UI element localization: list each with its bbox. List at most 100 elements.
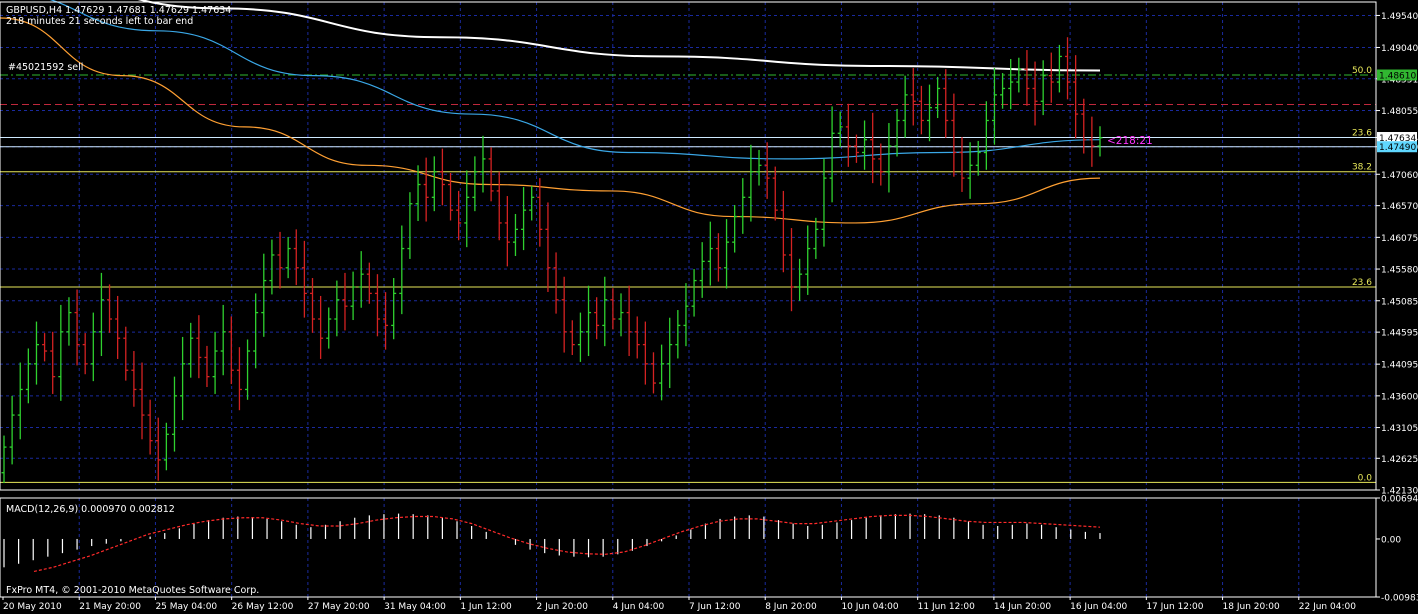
ohlc-bar <box>602 276 608 347</box>
ohlc-bar <box>1089 116 1095 167</box>
ohlc-bar <box>586 285 592 357</box>
price-tag <box>1377 132 1417 144</box>
ohlc-bar <box>748 144 754 222</box>
ohlc-bar <box>480 135 486 193</box>
order-label[interactable]: #45021592 sell <box>8 62 83 73</box>
ohlc-bar <box>155 417 161 481</box>
ohlc-bar <box>180 336 186 421</box>
ohlc-bar <box>780 190 786 273</box>
ohlc-bar <box>342 272 348 331</box>
ohlc-bar <box>310 278 316 333</box>
main-grid <box>0 2 1376 490</box>
ohlc-bar <box>764 142 770 199</box>
time-tick-label: 1 Jun 12:00 <box>460 602 512 612</box>
chart-header: GBPUSD,H4 1.47629 1.47681 1.47629 1.4763… <box>6 5 231 16</box>
ohlc-bar <box>399 225 405 315</box>
ohlc-bar <box>691 269 697 317</box>
ohlc-bar <box>423 157 429 222</box>
ohlc-bar <box>821 158 827 247</box>
ohlc-bar <box>975 140 981 176</box>
ohlc-bar <box>318 295 324 359</box>
price-tick-label: 1.46570 <box>1381 202 1418 212</box>
ohlc-bar <box>1000 73 1006 109</box>
ohlc-bar <box>853 134 859 163</box>
price-tick-label: 1.43105 <box>1381 424 1418 434</box>
ohlc-bar <box>699 242 705 298</box>
ohlc-bar <box>943 69 949 138</box>
price-tick-label: 1.45085 <box>1381 297 1418 307</box>
moving-average-line <box>0 17 1101 224</box>
fib-level-label: 23.6 <box>1352 278 1372 288</box>
ohlc-bar <box>927 84 933 142</box>
bar-countdown: <218:21 <box>1107 135 1153 147</box>
macd-signal-path <box>33 514 1101 573</box>
time-tick-label: 16 Jun 04:00 <box>1070 602 1127 612</box>
macd-plot-frame <box>0 497 1377 598</box>
ohlc-bar <box>1008 58 1014 110</box>
ohlc-bar <box>107 284 113 333</box>
ohlc-bar <box>431 156 437 212</box>
ohlc-bar <box>870 112 876 184</box>
ohlc-bar <box>253 293 259 369</box>
ohlc-bar <box>66 297 72 346</box>
moving-average-line <box>49 0 1101 160</box>
ohlc-bar <box>642 321 648 385</box>
ohlc-bar <box>277 231 283 289</box>
ohlc-bar <box>358 251 364 308</box>
ohlc-bar <box>935 76 941 119</box>
ohlc-bar <box>594 297 600 340</box>
ohlc-bar <box>772 166 778 221</box>
macd-histogram <box>3 513 1101 568</box>
ohlc-bar <box>797 258 803 301</box>
ohlc-bar <box>188 322 194 378</box>
ohlc-bar <box>448 172 454 221</box>
price-tag <box>1377 141 1417 153</box>
ohlc-bar <box>878 143 884 186</box>
time-tick-label: 25 May 04:00 <box>155 602 217 612</box>
macd-signal-line <box>33 514 1101 573</box>
moving-average-line <box>137 0 1101 72</box>
ohlc-bar <box>50 331 56 394</box>
price-tick-label: 1.44095 <box>1381 361 1418 371</box>
ohlc-bar <box>886 123 892 193</box>
fib-level-label: 0.0 <box>1358 473 1373 483</box>
macd-tick-label: 0.00694 <box>1381 495 1418 505</box>
ohlc-bar <box>902 75 908 138</box>
ohlc-bar <box>415 165 421 222</box>
ohlc-bar <box>951 93 957 177</box>
ohlc-bar <box>675 310 681 359</box>
ohlc-bar <box>90 312 96 382</box>
ohlc-bar <box>1081 98 1087 154</box>
ohlc-bar <box>98 272 104 357</box>
ohlc-bar <box>212 331 218 394</box>
time-tick-label: 20 May 2010 <box>3 602 62 612</box>
time-tick-label: 7 Jun 12:00 <box>689 602 741 612</box>
ohlc-bar <box>683 283 689 347</box>
ohlc-bar <box>910 67 916 126</box>
ohlc-bar <box>577 312 583 362</box>
ohlc-bar <box>788 228 794 312</box>
ohlc-bar <box>553 252 559 314</box>
ohlc-bar <box>618 293 624 337</box>
ohlc-bar <box>894 108 900 157</box>
ohlc-bar <box>715 233 721 282</box>
ohlc-bar <box>521 187 527 251</box>
ohlc-bar <box>805 225 811 295</box>
ohlc-bar <box>634 316 640 359</box>
ohlc-bar <box>659 344 665 401</box>
ohlc-bar <box>732 205 738 253</box>
ohlc-bar <box>407 192 413 259</box>
time-tick-label: 18 Jun 20:00 <box>1223 602 1280 612</box>
bar-timer-note: 218 minutes 21 seconds left to bar end <box>6 16 193 27</box>
ohlc-bar <box>707 221 713 286</box>
ohlc-bar <box>561 276 567 353</box>
copyright-note: FxPro MT4, © 2001-2010 MetaQuotes Softwa… <box>6 585 259 596</box>
ohlc-bar <box>33 321 39 385</box>
horizontal-lines[interactable]: 50.0 23.6 38.2 23.6 0.0 <box>0 66 1376 483</box>
ohlc-bar <box>139 362 145 440</box>
ohlc-bar <box>1056 44 1062 93</box>
price-tick-label: 1.47060 <box>1381 171 1418 181</box>
time-axis[interactable]: 20 May 2010 21 May 20:00 25 May 04:00 26 Ma… <box>2 597 1356 612</box>
